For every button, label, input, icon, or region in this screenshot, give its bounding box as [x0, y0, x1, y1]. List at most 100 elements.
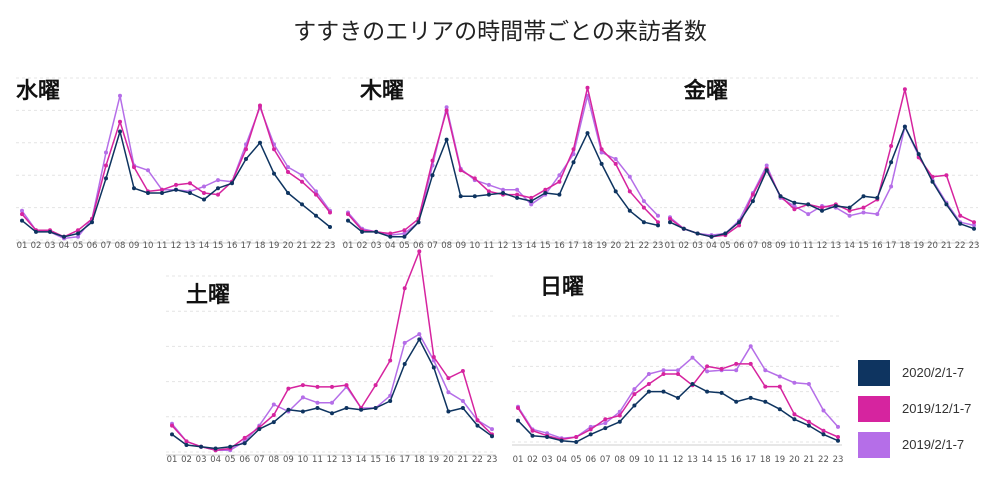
x-tick-label: 02: [678, 241, 689, 251]
data-point-s2020: [861, 194, 866, 199]
data-point-s2020: [530, 433, 535, 438]
data-point-s2020: [199, 444, 204, 449]
data-point-s2019dec: [446, 376, 451, 381]
data-point-s2019feb: [613, 157, 618, 161]
data-point-s2019dec: [737, 223, 742, 228]
data-point-s2020: [916, 152, 921, 157]
data-point-s2020: [472, 194, 477, 199]
data-point-s2020: [764, 168, 769, 173]
x-tick-label: 08: [614, 455, 625, 465]
data-point-s2019dec: [170, 423, 174, 428]
data-point-s2019dec: [388, 358, 393, 363]
data-point-s2020: [748, 395, 753, 400]
legend-label-2019-12: 2019/12/1-7: [902, 401, 972, 416]
data-point-s2019dec: [763, 384, 768, 389]
data-point-s2020: [641, 220, 646, 225]
data-point-s2020: [705, 389, 710, 394]
data-point-s2019feb: [529, 202, 534, 207]
data-point-s2020: [690, 382, 695, 386]
data-point-s2019feb: [656, 213, 660, 218]
data-point-s2019dec: [132, 165, 136, 170]
data-point-s2019feb: [515, 187, 520, 192]
data-point-s2020: [820, 208, 824, 213]
x-tick-label: 01: [513, 455, 524, 465]
data-point-s2019dec: [734, 361, 739, 366]
data-point-s2020: [90, 220, 94, 225]
data-point-s2020: [847, 205, 852, 210]
data-point-s2019feb: [676, 368, 680, 373]
x-tick-label: 02: [527, 455, 538, 465]
data-point-s2019feb: [444, 105, 449, 110]
x-tick-label: 17: [399, 455, 410, 465]
data-point-s2019feb: [821, 408, 826, 413]
data-point-s2019dec: [646, 382, 651, 386]
data-point-s2019dec: [617, 413, 622, 418]
data-point-s2019feb: [690, 355, 695, 360]
data-point-s2020: [213, 446, 218, 451]
x-tick-label: 23: [653, 241, 664, 251]
data-point-s2019feb: [972, 223, 976, 228]
data-point-s2020: [750, 199, 755, 204]
data-point-s2019feb: [641, 199, 646, 204]
chart-friday: 金曜 01 02 03 04 05 06 07 08 09 10 11 12 13 14 15 16 17 18 19…: [664, 77, 979, 251]
data-point-s2020: [627, 208, 632, 213]
data-point-s2020: [734, 399, 739, 404]
data-point-s2019dec: [958, 213, 963, 218]
series-line-s2020: [347, 132, 659, 238]
legend-swatch-2019-12: [858, 396, 890, 422]
data-point-s2020: [777, 407, 782, 412]
data-point-s2019dec: [402, 228, 407, 233]
data-point-s2020: [709, 234, 714, 239]
data-point-s2020: [417, 337, 422, 342]
legend-swatch-2020: [858, 360, 890, 386]
data-point-s2019feb: [836, 424, 840, 429]
data-point-s2019feb: [330, 400, 334, 405]
data-point-s2020: [944, 202, 949, 207]
series-line-s2020: [517, 383, 839, 443]
data-point-s2020: [388, 399, 393, 403]
series-line-s2019feb: [517, 345, 839, 439]
data-point-s2019dec: [300, 383, 305, 388]
data-point-s2020: [475, 423, 480, 428]
data-point-s2019feb: [847, 213, 852, 218]
data-point-s2020: [230, 181, 234, 186]
data-point-s2020: [661, 389, 666, 394]
data-point-s2020: [184, 443, 189, 447]
data-point-s2019dec: [188, 181, 192, 186]
x-tick-label: 11: [157, 241, 168, 251]
data-point-s2019dec: [458, 168, 463, 173]
data-point-s2020: [402, 234, 407, 239]
x-tick-label: 16: [227, 241, 238, 251]
x-tick-label: 09: [129, 241, 140, 251]
data-point-s2020: [972, 226, 976, 231]
data-point-s2020: [344, 406, 349, 410]
x-tick-label: 17: [886, 241, 897, 251]
x-tick-label: 06: [87, 241, 98, 251]
data-point-s2019dec: [821, 428, 826, 433]
x-tick-label: 04: [385, 241, 396, 251]
data-point-s2019feb: [300, 395, 305, 400]
x-tick-label: 15: [716, 455, 727, 465]
data-point-s2020: [930, 179, 935, 184]
series-line-s2019feb: [21, 95, 331, 240]
x-tick-label: 12: [673, 455, 684, 465]
data-point-s2020: [833, 204, 838, 208]
x-tick-label: 14: [356, 455, 367, 465]
data-point-s2020: [402, 362, 407, 366]
x-tick-label: 20: [610, 241, 621, 251]
data-point-s2020: [431, 365, 436, 370]
data-point-s2020: [430, 173, 435, 178]
x-tick-label: 02: [31, 241, 42, 251]
data-point-s2020: [202, 197, 206, 202]
x-tick-label: 22: [638, 241, 649, 251]
data-point-s2019feb: [557, 173, 562, 178]
data-point-s2019dec: [972, 220, 976, 225]
data-point-s2020: [557, 192, 562, 197]
data-point-s2019feb: [603, 421, 608, 426]
data-point-s2019dec: [242, 435, 247, 440]
x-tick-label: 04: [59, 241, 70, 251]
data-point-s2020: [118, 129, 122, 134]
x-tick-label: 04: [706, 241, 717, 251]
data-point-s2019feb: [705, 369, 710, 374]
data-point-s2020: [300, 202, 304, 207]
